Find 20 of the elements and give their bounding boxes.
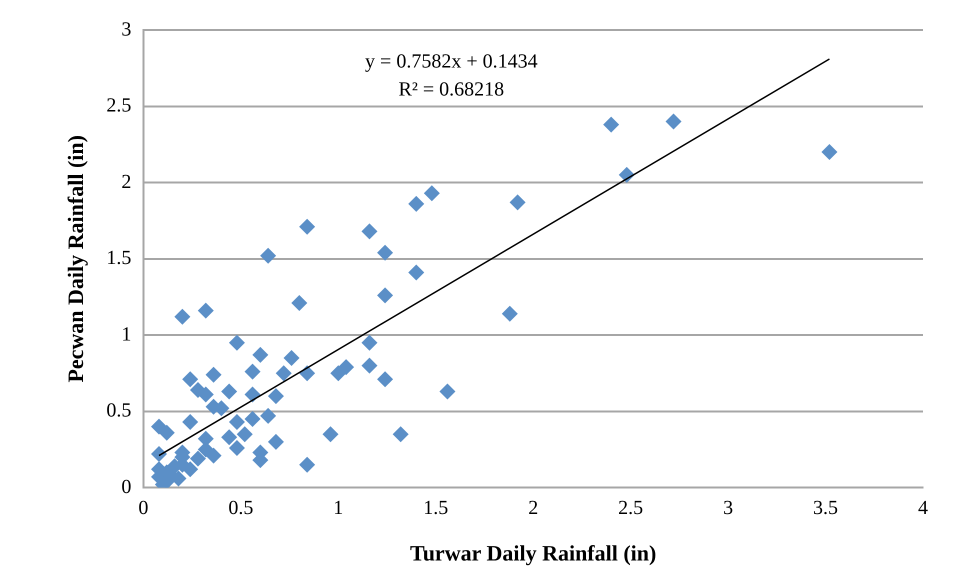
x-tick-label: 2.5: [618, 496, 644, 519]
x-tick-label: 1.5: [423, 496, 448, 519]
y-tick-label: 0.5: [106, 400, 132, 422]
y-tick-label: 2: [121, 170, 132, 193]
x-axis-title: Turwar Daily Rainfall (in): [410, 540, 656, 566]
x-tick-label: 4: [918, 496, 928, 519]
y-tick-label: 3: [121, 18, 132, 40]
y-tick-label: 1.5: [106, 247, 132, 270]
y-tick-label: 0: [121, 476, 132, 498]
x-tick-label: 1: [333, 496, 344, 519]
annotation: R² = 0.68218: [398, 78, 504, 100]
annotation: y = 0.7582x + 0.1434: [365, 50, 538, 72]
x-tick-label: 3: [723, 496, 734, 519]
x-tick-label: 2: [528, 496, 538, 519]
y-tick-label: 2.5: [106, 94, 132, 117]
y-axis-title: Pecwan Daily Rainfall (in): [62, 135, 88, 383]
x-tick-label: 0: [138, 496, 148, 519]
x-tick-label: 0.5: [228, 496, 254, 519]
x-tick-label: 3.5: [813, 496, 838, 519]
y-tick-label: 1: [121, 323, 132, 346]
